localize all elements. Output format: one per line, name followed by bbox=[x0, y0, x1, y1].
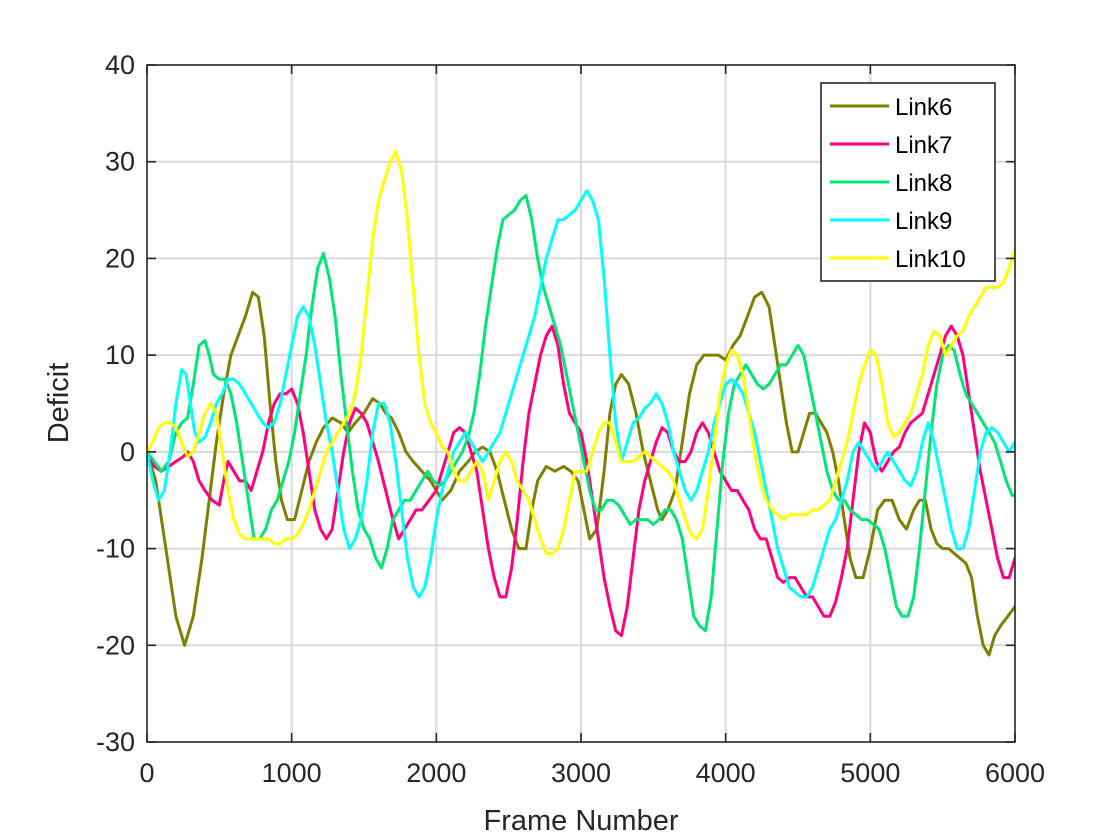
legend-label: Link6 bbox=[895, 94, 952, 121]
axis-ticks bbox=[146, 64, 1016, 743]
legend-label: Link7 bbox=[895, 132, 952, 159]
series-line-link8 bbox=[147, 194, 1015, 633]
legend-label: Link9 bbox=[895, 208, 952, 235]
y-tick-label: 0 bbox=[120, 437, 135, 467]
series-line-link7 bbox=[147, 324, 1015, 638]
x-tick-label: 2000 bbox=[406, 758, 466, 788]
y-tick-label: 40 bbox=[105, 50, 135, 80]
legend-label: Link8 bbox=[895, 170, 952, 197]
y-tick-label: 20 bbox=[105, 243, 135, 273]
x-axis-label: Frame Number bbox=[484, 805, 679, 837]
y-tick-label: -30 bbox=[96, 727, 135, 757]
y-tick-label: 30 bbox=[105, 147, 135, 177]
series-layer bbox=[147, 150, 1015, 657]
y-axis-label: Deficit bbox=[43, 363, 75, 444]
legend-label: Link10 bbox=[895, 246, 966, 273]
x-tick-label: 5000 bbox=[840, 758, 900, 788]
x-tick-label: 4000 bbox=[696, 758, 756, 788]
y-tick-labels: -30 -20 -10 0 10 20 30 40 bbox=[96, 50, 135, 757]
series-line-link9 bbox=[147, 189, 1015, 599]
x-tick-label: 0 bbox=[139, 758, 154, 788]
legend: Link6 Link7 Link8 Link9 Link10 bbox=[820, 82, 996, 282]
y-tick-label: -20 bbox=[96, 630, 135, 660]
y-tick-label: -10 bbox=[96, 534, 135, 564]
series-line-link10 bbox=[147, 150, 1015, 555]
x-tick-label: 3000 bbox=[551, 758, 611, 788]
y-tick-label: 10 bbox=[105, 340, 135, 370]
x-tick-labels: 0 1000 2000 3000 4000 5000 6000 bbox=[139, 758, 1045, 788]
x-tick-label: 6000 bbox=[985, 758, 1045, 788]
x-tick-label: 1000 bbox=[262, 758, 322, 788]
